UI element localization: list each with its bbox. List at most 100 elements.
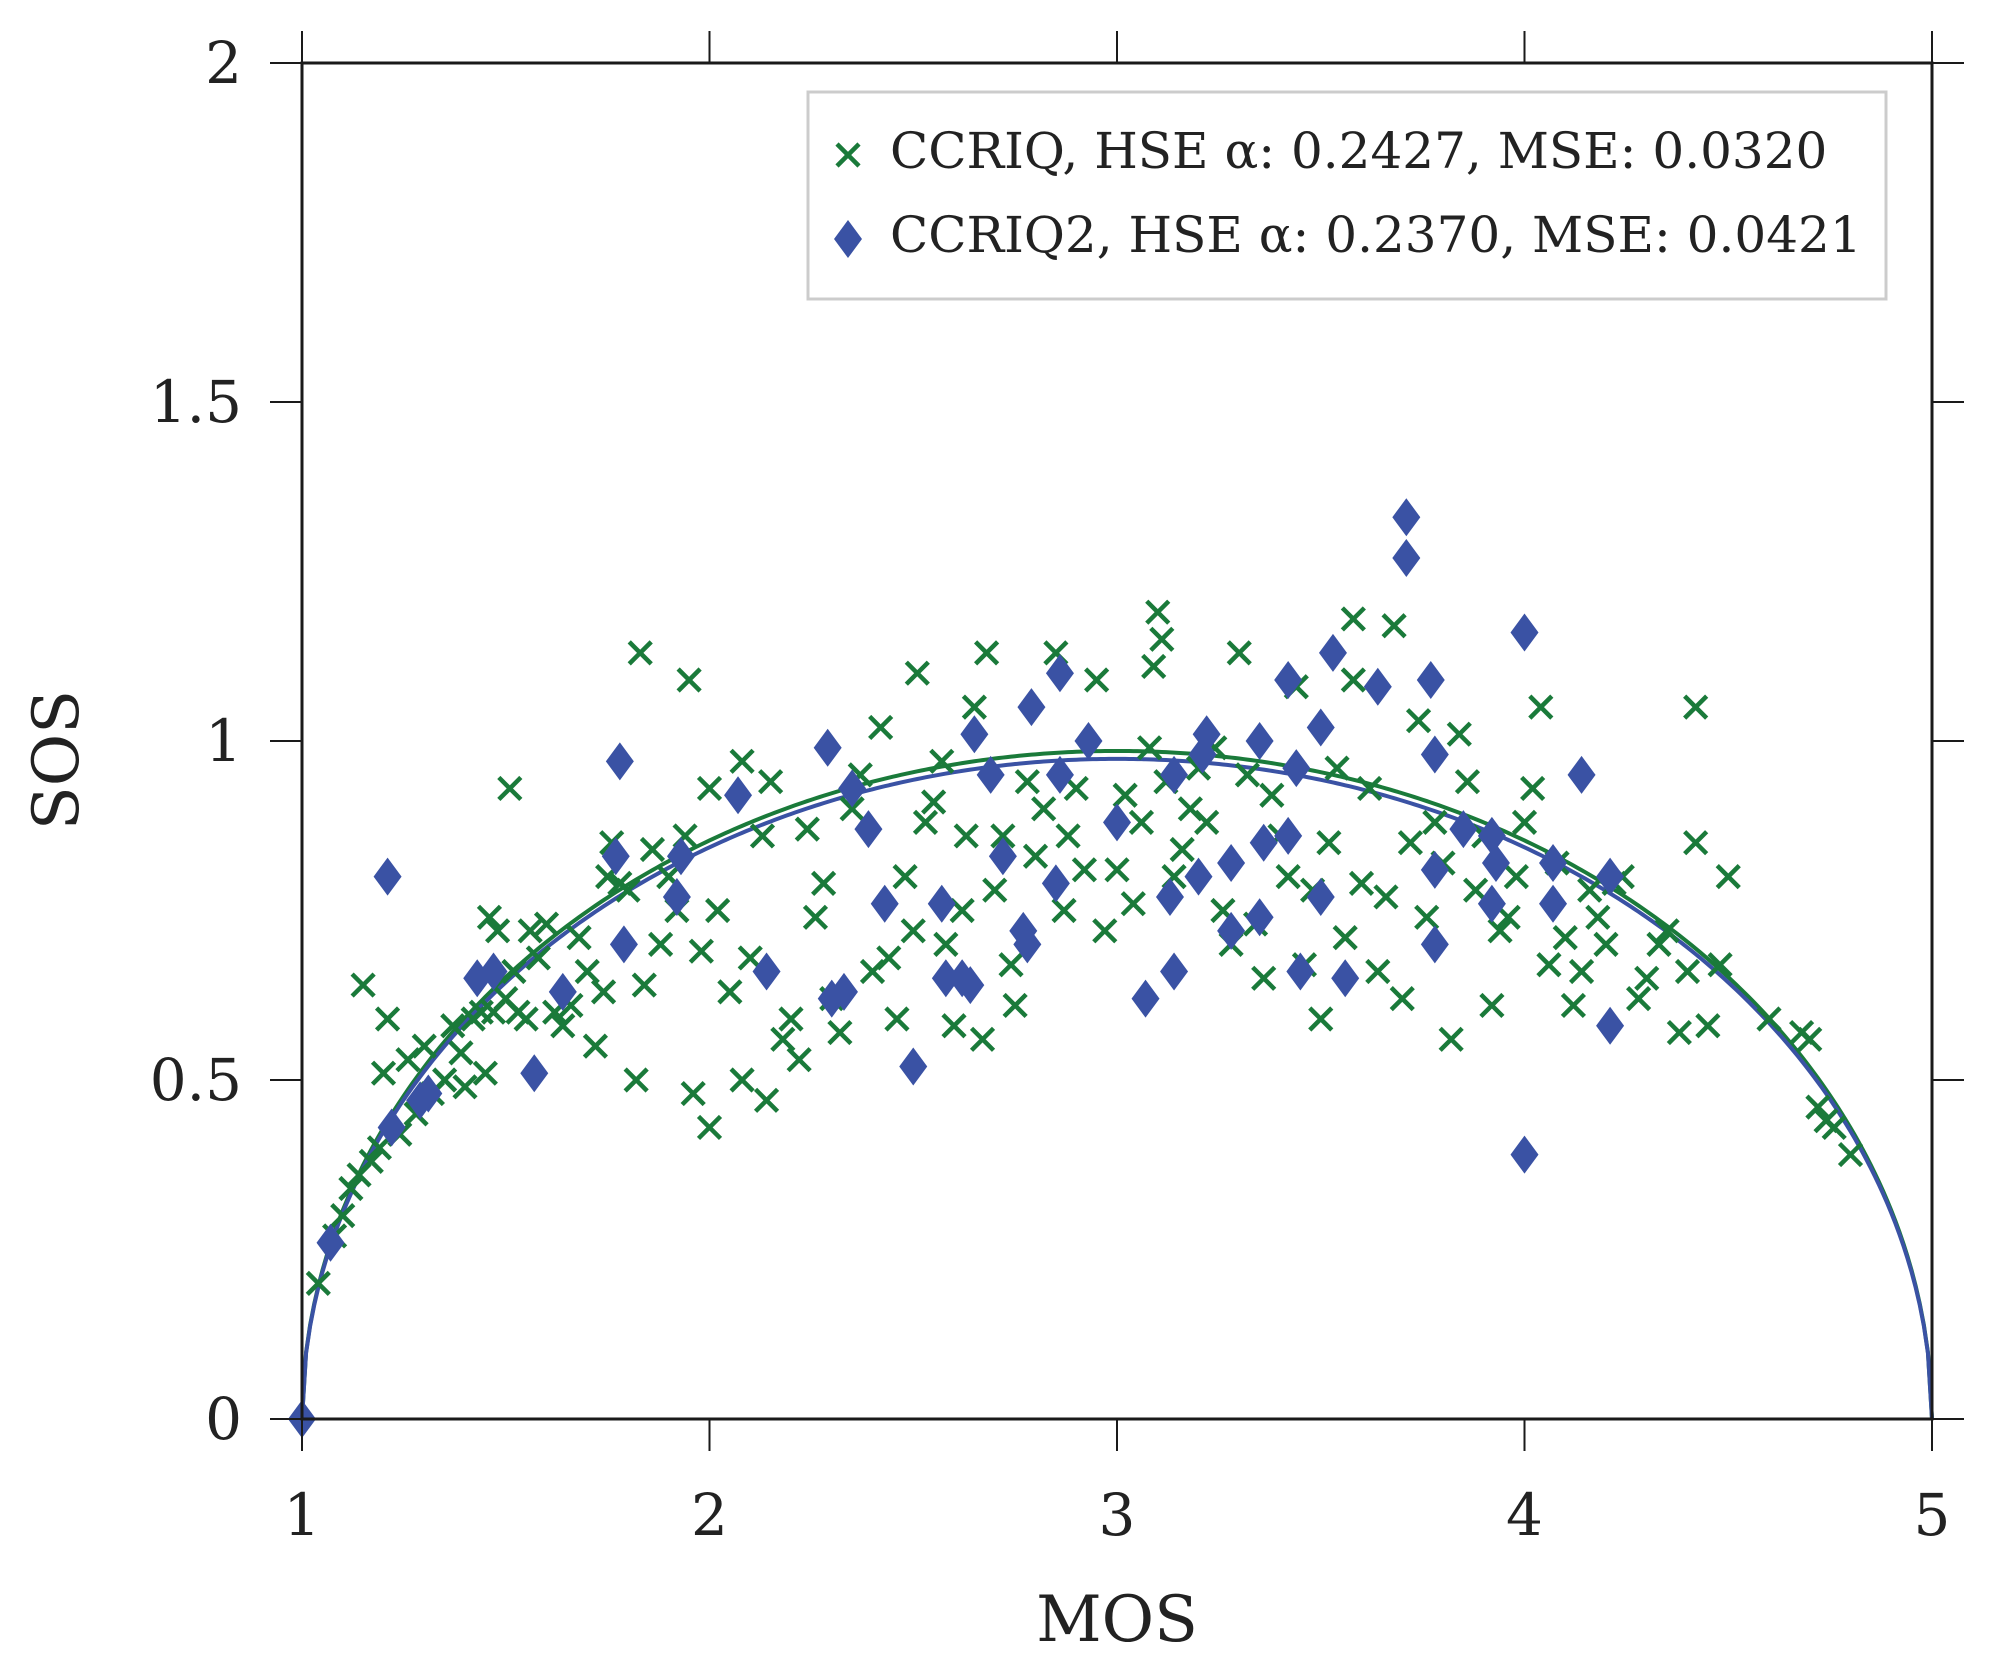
- point-x-marker: [1479, 992, 1505, 1019]
- point-diamond-marker: [1249, 823, 1278, 862]
- point-diamond-marker: [1274, 816, 1303, 855]
- point-x-marker: [1071, 857, 1097, 883]
- point-x-stroke: [758, 769, 784, 795]
- point-x-marker: [696, 1114, 723, 1141]
- point-x-stroke: [749, 823, 776, 849]
- point-x-stroke: [1511, 809, 1538, 835]
- point-diamond-marker: [1160, 755, 1189, 794]
- point-x-stroke: [904, 660, 930, 686]
- axis-ticks: [270, 31, 1964, 1451]
- point-diamond-marker: [1286, 952, 1315, 991]
- point-x-stroke: [1137, 735, 1163, 761]
- point-diamond-marker: [316, 1223, 345, 1262]
- legend: CCRIQ, HSE α: 0.2427, MSE: 0.0320 CCRIQ2…: [806, 90, 1888, 301]
- point-x-stroke: [1634, 965, 1660, 991]
- point-x-stroke: [1520, 775, 1546, 802]
- point-x-marker: [680, 1080, 706, 1107]
- point-x-marker: [676, 667, 702, 693]
- point-x-marker: [827, 1019, 853, 1046]
- point-x-stroke: [338, 1175, 364, 1202]
- tick-labels: 1 2 3 4 5 0 0.5 1 1.5 2: [150, 29, 1951, 1549]
- point-x-stroke: [876, 945, 902, 971]
- y-tick-label: 1: [205, 707, 242, 775]
- point-x-stroke: [778, 1006, 804, 1032]
- point-x-marker: [440, 1013, 466, 1039]
- point-x-stroke: [953, 823, 979, 849]
- point-diamond-marker: [662, 877, 691, 916]
- point-x-stroke: [623, 1067, 649, 1093]
- point-x-stroke: [737, 945, 763, 971]
- point-x-marker: [1055, 823, 1081, 849]
- point-x-stroke: [680, 1080, 706, 1107]
- point-x-marker: [1674, 958, 1701, 985]
- point-x-marker: [1528, 694, 1554, 720]
- point-diamond-marker: [1477, 884, 1506, 923]
- point-diamond-marker: [1539, 884, 1568, 923]
- point-x-marker: [452, 1074, 478, 1100]
- point-x-stroke: [566, 925, 592, 951]
- point-x-marker: [550, 1013, 576, 1039]
- point-x-marker: [1797, 1026, 1823, 1052]
- point-x-stroke: [440, 1013, 466, 1039]
- point-diamond-marker: [414, 1074, 443, 1113]
- point-diamond-marker: [373, 857, 402, 896]
- point-x-marker: [1414, 904, 1440, 930]
- point-x-marker: [758, 769, 784, 795]
- point-x-marker: [1577, 877, 1603, 903]
- point-x-stroke: [330, 1203, 356, 1229]
- point-diamond-marker: [1420, 735, 1449, 774]
- y-axis-label: SOS: [20, 690, 94, 830]
- point-diamond-marker: [988, 837, 1017, 876]
- point-x-marker: [338, 1175, 364, 1202]
- legend-box: [806, 90, 1888, 301]
- point-x-stroke: [1104, 857, 1130, 883]
- point-x-marker: [1169, 836, 1195, 863]
- point-x-marker: [1365, 958, 1391, 985]
- point-x-stroke: [1422, 809, 1448, 835]
- point-diamond-marker: [1510, 613, 1539, 652]
- point-x-marker: [1695, 1013, 1721, 1039]
- point-x-stroke: [599, 830, 625, 856]
- point-x-marker: [900, 918, 926, 944]
- point-x-stroke: [1348, 870, 1375, 896]
- point-x-stroke: [476, 904, 503, 930]
- point-x-marker: [1002, 992, 1028, 1019]
- point-x-marker: [1568, 958, 1595, 985]
- point-x-stroke: [1014, 769, 1040, 795]
- point-x-stroke: [615, 877, 641, 903]
- point-x-stroke: [1756, 1006, 1782, 1032]
- point-x-stroke: [1357, 775, 1383, 802]
- point-diamond-marker: [829, 972, 858, 1011]
- y-tick-label: 0: [205, 1385, 242, 1453]
- point-x-marker: [1503, 864, 1529, 890]
- point-x-stroke: [1683, 694, 1709, 720]
- point-x-stroke: [305, 1270, 331, 1296]
- point-x-marker: [929, 748, 955, 774]
- point-x-stroke: [892, 864, 918, 890]
- point-x-stroke: [1454, 769, 1481, 795]
- point-x-marker: [1715, 864, 1741, 890]
- point-x-marker: [749, 823, 776, 849]
- point-x-stroke: [1332, 925, 1358, 951]
- point-diamond-marker: [1306, 708, 1335, 747]
- point-x-stroke: [472, 1060, 498, 1086]
- point-diamond-marker: [813, 728, 842, 767]
- point-x-marker: [476, 904, 503, 930]
- point-x-stroke: [656, 864, 682, 890]
- point-diamond-marker: [1074, 722, 1103, 760]
- point-x-marker: [1683, 694, 1709, 720]
- y-tick-label: 0.5: [150, 1046, 242, 1114]
- point-diamond-marker: [1045, 755, 1074, 794]
- point-x-stroke: [1560, 992, 1586, 1019]
- point-x-marker: [1487, 918, 1513, 944]
- point-diamond-marker: [601, 837, 630, 876]
- point-x-marker: [912, 809, 939, 835]
- point-x-stroke: [1405, 708, 1432, 734]
- point-diamond-marker: [1217, 844, 1246, 883]
- point-x-stroke: [1674, 958, 1701, 985]
- point-x-marker: [525, 945, 551, 971]
- x-tick-label: 5: [1914, 1481, 1951, 1549]
- point-x-marker: [1275, 864, 1301, 890]
- point-x-marker: [1683, 830, 1709, 856]
- point-x-stroke: [974, 640, 1000, 666]
